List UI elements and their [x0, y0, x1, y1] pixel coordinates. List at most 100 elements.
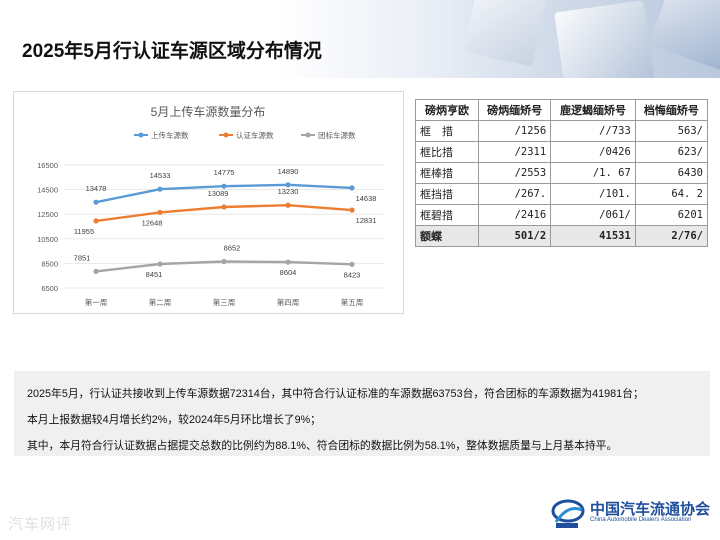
table-cell: //733	[550, 120, 636, 142]
data-point	[93, 268, 99, 274]
table-cell: 框棒措	[415, 162, 479, 184]
decorative-cube	[648, 0, 720, 72]
table-cell: /2553	[477, 162, 552, 184]
y-tick-label: 10500	[37, 235, 58, 244]
data-point	[157, 186, 163, 192]
page-title: 2025年5月行认证车源区域分布情况	[22, 41, 322, 62]
data-point	[157, 209, 163, 215]
table-cell: 501/2	[477, 225, 552, 247]
data-point	[221, 183, 227, 189]
association-logo: 中国汽车流通协会 China Automobile Dealers Associ…	[550, 496, 715, 530]
data-label: 14533	[150, 171, 171, 180]
table-cell: /1. 67	[550, 162, 636, 184]
summary-line: 2025年5月，行认证共接收到上传车源数据72314台，其中符合行认证标准的车源…	[27, 388, 644, 400]
data-label: 7851	[74, 253, 91, 262]
table-row: 框挡措 /267. /101. 64. 2	[415, 183, 709, 205]
chart-title: 5月上传车源数量分布	[151, 104, 266, 119]
table-cell: /2416	[477, 204, 552, 226]
table-cell: 框挡措	[415, 183, 479, 205]
data-label: 13089	[208, 189, 229, 198]
table-cell: 框碧措	[415, 204, 479, 226]
table-cell: /1256	[477, 120, 552, 142]
table-cell: 41531	[550, 225, 636, 247]
x-tick-label: 第四周	[277, 297, 300, 307]
logo-text-en: China Automobile Dealers Association	[590, 517, 692, 523]
table-row: 框棒措 /2553 /1. 67 6430	[415, 162, 709, 184]
table-total-row: 额蝶 501/2 41531 2/76/	[415, 225, 709, 247]
table-header-cell: 鹿逻蝎缅矫号	[550, 99, 636, 121]
table-header-row: 磅炳亨欧 磅炳缅矫号 鹿逻蝎缅矫号 档悔缅矫号	[415, 99, 709, 121]
table-row: 框比措 /2311 /0426 623/	[415, 141, 709, 163]
legend-marker	[305, 132, 311, 138]
line-chart-card: 5月上传车源数量分布上传车源数 认证车源数 团标车源数 6500 8500 10500 12…	[13, 91, 404, 314]
data-label: 8451	[146, 270, 163, 279]
data-table: 磅炳亨欧 磅炳缅矫号 鹿逻蝎缅矫号 档悔缅矫号 框 措 /1256 //733 …	[415, 99, 709, 247]
y-tick-label: 16500	[37, 161, 58, 170]
table-cell: /0426	[550, 141, 636, 163]
table-cell: 6201	[634, 204, 709, 226]
table-cell: 6430	[634, 162, 709, 184]
y-tick-label: 8500	[41, 259, 58, 268]
y-tick-label: 6500	[41, 284, 58, 293]
data-label: 8423	[344, 270, 361, 279]
table-header-cell: 磅炳亨欧	[415, 99, 479, 121]
x-tick-label: 第一周	[85, 297, 108, 307]
data-point	[285, 202, 291, 208]
decorative-cube	[463, 0, 547, 67]
data-label: 13230	[278, 187, 299, 196]
data-label: 11955	[74, 227, 94, 236]
summary-box: 2025年5月，行认证共接收到上传车源数据72314台，其中符合行认证标准的车源…	[14, 371, 710, 456]
data-point	[93, 199, 99, 205]
y-tick-label: 12500	[37, 210, 58, 219]
data-label: 13478	[86, 184, 107, 193]
y-tick-label: 14500	[37, 186, 58, 195]
table-header-cell: 档悔缅矫号	[634, 99, 709, 121]
logo-emblem-icon	[551, 499, 585, 528]
table-cell: 563/	[634, 120, 709, 142]
data-point	[349, 261, 355, 267]
table-header-cell: 磅炳缅矫号	[477, 99, 552, 121]
legend-label: 认证车源数	[236, 130, 274, 140]
table-row: 框 措 /1256 //733 563/	[415, 120, 709, 142]
x-tick-label: 第三周	[213, 297, 236, 307]
legend-marker	[138, 132, 144, 138]
table-cell: /061/	[550, 204, 636, 226]
data-label: 12831	[356, 216, 377, 225]
x-tick-label: 第五周	[341, 297, 364, 307]
data-label: 8652	[224, 244, 241, 253]
legend-label: 上传车源数	[151, 130, 189, 140]
table-cell: /267.	[477, 183, 552, 205]
table-cell: 框比措	[415, 141, 479, 163]
data-point	[93, 218, 99, 224]
summary-line: 本月上报数据较4月增长约2%，较2024年5月环比增长了9%；	[27, 414, 321, 426]
logo-text-cn: 中国汽车流通协会	[590, 500, 711, 518]
table-cell: 64. 2	[634, 183, 709, 205]
table-cell: 2/76/	[634, 225, 709, 247]
data-point	[349, 185, 355, 191]
table-cell: 框 措	[415, 120, 479, 142]
data-point	[285, 259, 291, 265]
data-label: 8604	[280, 268, 297, 277]
table-cell: 623/	[634, 141, 709, 163]
legend-marker	[223, 132, 229, 138]
x-tick-label: 第二周	[149, 297, 172, 307]
data-label: 14890	[278, 167, 299, 176]
table-cell: /101.	[550, 183, 636, 205]
table-row: 框碧措 /2416 /061/ 6201	[415, 204, 709, 226]
data-point	[221, 204, 227, 210]
watermark: 汽车网评	[8, 516, 73, 533]
legend-label: 团标车源数	[318, 130, 356, 140]
data-point	[221, 258, 227, 265]
table-cell: 额蝶	[415, 225, 479, 247]
summary-line: 其中，本月符合行认证数据占据提交总数的比例约为88.1%、符合团标的数据比例为5…	[27, 440, 618, 452]
decorative-cube	[554, 0, 656, 78]
data-point	[349, 207, 355, 213]
data-label: 12648	[142, 218, 163, 227]
data-label: 14638	[356, 194, 377, 203]
table-cell: /2311	[477, 141, 552, 163]
data-label: 14775	[214, 168, 235, 177]
data-point	[157, 261, 163, 267]
data-point	[285, 182, 291, 188]
header-banner	[0, 0, 720, 78]
